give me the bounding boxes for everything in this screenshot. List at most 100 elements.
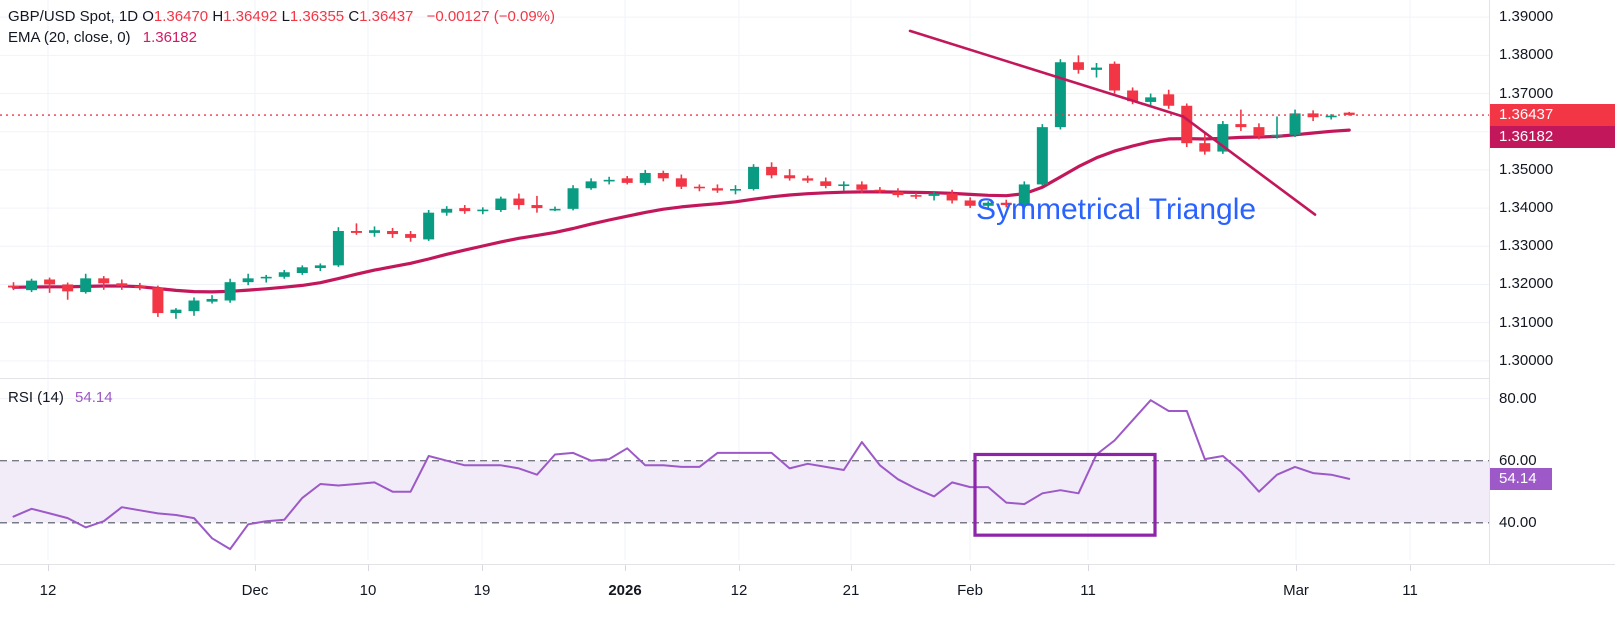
price-tick: 1.34000 — [1499, 199, 1554, 217]
candle-body — [314, 265, 326, 269]
candle-body — [441, 208, 453, 213]
candle-body — [80, 278, 92, 293]
candle-body — [152, 287, 164, 314]
candle-body — [585, 181, 597, 189]
time-axis-label: 10 — [359, 582, 377, 599]
time-axis-label: Mar — [1283, 582, 1309, 599]
candle-body — [657, 172, 669, 179]
candle-body — [675, 178, 687, 187]
candle-body — [982, 202, 994, 206]
time-axis-label: 11 — [1080, 582, 1096, 599]
rsi-value-pill[interactable]: 54.14 — [1490, 467, 1552, 490]
candle-body — [206, 298, 218, 302]
candle-body — [26, 280, 38, 291]
candle-body — [1271, 134, 1283, 137]
candle-body — [8, 285, 19, 288]
time-axis-label: 12 — [730, 582, 748, 599]
candle-body — [98, 278, 110, 284]
candle-body — [134, 285, 146, 288]
price-tick: 1.35000 — [1499, 160, 1554, 178]
time-axis-tick — [482, 565, 483, 571]
candle-body — [766, 166, 778, 176]
time-axis-tick — [368, 565, 369, 571]
price-tick: 1.39000 — [1499, 8, 1554, 26]
candle-body — [964, 200, 976, 206]
candle-body — [387, 231, 399, 235]
price-tick: 1.38000 — [1499, 46, 1554, 64]
candle-body — [1217, 124, 1229, 152]
time-axis-tick — [851, 565, 852, 571]
candle-body — [242, 278, 254, 283]
time-axis-tick — [1296, 565, 1297, 571]
candle-body — [820, 181, 832, 186]
pane-separator — [0, 378, 1490, 379]
rsi-value: 54.14 — [75, 389, 113, 406]
time-axis-label: Feb — [957, 582, 983, 599]
time-axis-tick — [48, 565, 49, 571]
rsi-line — [12, 399, 1351, 551]
rsi-legend: RSI (14) 54.14 — [8, 388, 113, 408]
time-axis-label: 21 — [842, 582, 860, 599]
rsi-label: RSI (14) — [8, 389, 64, 406]
candle-body — [224, 282, 236, 301]
candle-body — [603, 179, 615, 182]
candle-body — [1018, 184, 1030, 206]
candle-body — [1036, 127, 1048, 185]
candle-body — [350, 231, 362, 233]
candle-body — [1325, 115, 1337, 118]
candle-body — [44, 279, 56, 285]
candle-body — [639, 172, 651, 183]
time-axis-label: 19 — [473, 582, 491, 599]
candle-body — [369, 230, 380, 233]
price-tick: 1.37000 — [1499, 84, 1554, 102]
candle-body — [892, 192, 904, 196]
candle-body — [1000, 202, 1012, 206]
time-axis-tick — [1088, 565, 1089, 571]
time-axis-label: 2026 — [608, 582, 642, 599]
candle-body — [1289, 113, 1301, 135]
candle-body — [1127, 90, 1139, 102]
triangle-lower-trendline — [1181, 115, 1317, 216]
candle-body — [405, 234, 417, 238]
candle-body — [1109, 63, 1121, 91]
candle-body — [1343, 112, 1355, 115]
rsi-tick: 60.00 — [1499, 451, 1537, 469]
rsi-chart — [0, 380, 1490, 560]
last-price-pill[interactable]: 1.36437 — [1490, 104, 1615, 127]
rsi-pane[interactable] — [0, 380, 1490, 560]
candle-body — [62, 284, 74, 292]
candle-body — [802, 178, 814, 181]
candle-body — [1072, 62, 1084, 70]
ema-price-pill[interactable]: 1.36182 — [1490, 126, 1615, 149]
candle-body — [748, 166, 760, 189]
candle-body — [549, 208, 561, 211]
price-tick: 1.32000 — [1499, 275, 1554, 293]
candle-body — [531, 205, 543, 209]
price-scale[interactable]: 1.39000 1.38000 1.37000 1.35000 1.34000 1.330… — [1489, 0, 1615, 565]
candle-body — [946, 193, 958, 201]
time-axis-label: 12 — [39, 582, 57, 599]
price-pane[interactable] — [0, 0, 1490, 378]
candle-body — [278, 272, 290, 277]
time-axis-tick — [739, 565, 740, 571]
candle-body — [260, 276, 272, 279]
time-axis-tick — [1410, 565, 1411, 571]
time-axis-label: 11 — [1402, 582, 1418, 599]
candle-body — [513, 198, 525, 206]
candle-body — [1181, 105, 1193, 144]
candle-body — [928, 193, 940, 196]
candle-body — [477, 209, 489, 212]
triangle-upper-trendline — [908, 29, 1185, 118]
time-axis-tick — [255, 565, 256, 571]
symmetrical-triangle-annotation[interactable]: Symmetrical Triangle — [976, 193, 1257, 226]
candle-body — [116, 283, 128, 286]
time-axis[interactable]: 12 Dec 10 19 2026 12 21 Feb 11 Mar 11 — [0, 564, 1615, 621]
price-tick: 1.30000 — [1499, 351, 1554, 369]
candle-body — [910, 195, 922, 197]
time-axis-label: Dec — [241, 582, 269, 599]
candle-body — [459, 208, 471, 212]
candle-body — [296, 267, 308, 273]
candle-body — [1307, 113, 1319, 118]
candle-body — [332, 231, 344, 266]
